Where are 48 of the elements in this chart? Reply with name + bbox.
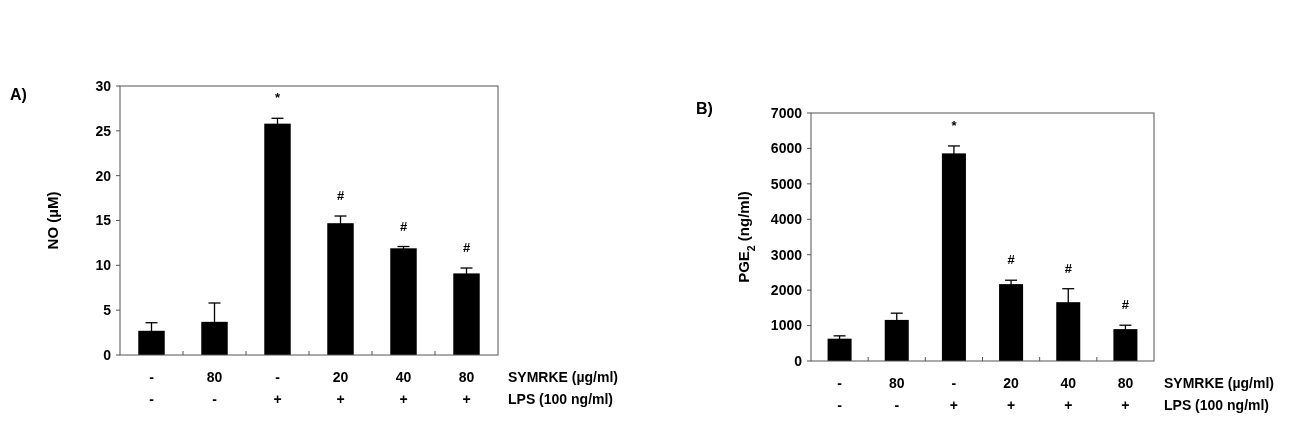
annotation: # (399, 218, 408, 234)
x-tick-label: 20 + (1003, 375, 1020, 413)
y-tick-label: 1000 (770, 317, 803, 334)
x-tick-label: 20 + (332, 369, 349, 407)
annotation: * (951, 117, 958, 133)
x-tick-label: 80 - (206, 369, 223, 407)
bar (827, 338, 852, 361)
text: LPS (100 ng/ml) (1164, 397, 1270, 413)
text: A) (10, 86, 27, 103)
annotation: * (274, 90, 281, 106)
y-axis-title: NO (µM) (44, 191, 61, 250)
x-tick-label: - - (837, 375, 843, 413)
text: SYMRKE (µg/ml) (508, 369, 618, 385)
y-tick-label: 30 (95, 77, 112, 94)
text: SYMRKE (µg/ml) (1164, 375, 1274, 391)
y-tick-label: 3000 (770, 246, 803, 263)
y-tick-label: 5000 (770, 175, 803, 192)
annotation: # (462, 240, 471, 256)
y-tick-label: 20 (95, 167, 112, 184)
x-tick-label: 40 + (1060, 375, 1077, 413)
annotation: # (1007, 252, 1016, 268)
bar (453, 273, 480, 355)
text: LPS (100 ng/ml) (508, 391, 614, 407)
x-tick-label: 80 + (1117, 375, 1134, 413)
x-tick-label: 40 + (395, 369, 412, 407)
y-tick-label: 0 (794, 352, 803, 369)
y-tick-label: 5 (103, 302, 112, 319)
y-tick-label: 10 (95, 257, 112, 274)
annotation: # (1064, 260, 1073, 276)
bar (999, 284, 1024, 361)
x-tick-label: - - (149, 369, 155, 407)
y-tick-label: 15 (95, 212, 112, 229)
bar (1113, 329, 1138, 361)
x-tick-label: 80 + (458, 369, 475, 407)
y-tick-label: 6000 (770, 140, 803, 157)
x-tick-label: - + (949, 375, 959, 413)
bar (390, 248, 417, 355)
y-tick-label: 2000 (770, 282, 803, 299)
y-tick-label: 4000 (770, 211, 803, 228)
x-tick-label: - + (273, 369, 282, 407)
y-tick-label: 7000 (770, 104, 803, 121)
annotation: # (336, 188, 345, 204)
text: B) (696, 100, 713, 117)
bar (264, 123, 291, 355)
annotation: # (1121, 297, 1130, 313)
y-tick-label: 0 (103, 346, 112, 363)
x-tick-label: 80 - (888, 375, 905, 413)
y-tick-label: 25 (95, 122, 112, 139)
